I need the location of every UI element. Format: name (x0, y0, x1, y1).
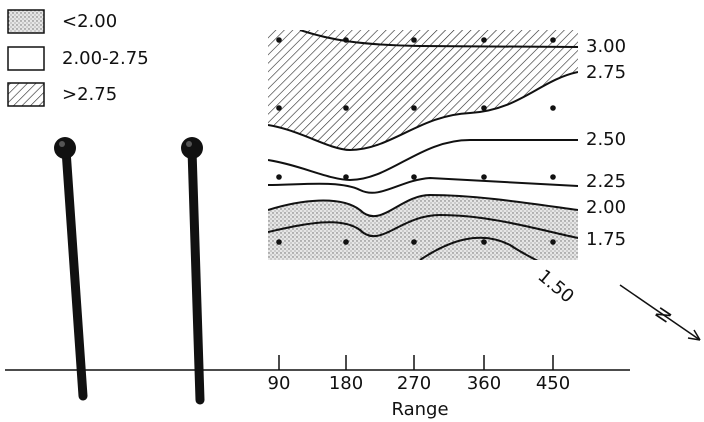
hatched-region (268, 30, 578, 150)
sample-point (481, 174, 487, 180)
sample-point (343, 174, 349, 180)
sample-point (276, 37, 282, 43)
sample-point (550, 239, 556, 245)
north-arrow: N (619, 284, 701, 341)
legend-label: 2.00-2.75 (62, 48, 149, 69)
sample-point (411, 174, 417, 180)
contour-line (268, 139, 578, 182)
contour-label: 2.50 (586, 129, 626, 150)
axis-label: Range (391, 399, 448, 420)
contour-label: 1.50 (534, 266, 578, 308)
sample-point (550, 105, 556, 111)
pin (54, 137, 88, 401)
contour-label: 1.75 (586, 229, 626, 250)
sample-point (550, 37, 556, 43)
tick-label: 450 (536, 373, 570, 394)
legend-swatch (7, 82, 45, 107)
sample-point (343, 105, 349, 111)
contour-line (419, 236, 539, 260)
contour-label: 2.25 (586, 171, 626, 192)
sample-point (550, 174, 556, 180)
compass-label: N (650, 303, 675, 326)
contour-line (268, 193, 578, 218)
sample-points (276, 37, 556, 245)
contour-line (268, 176, 578, 194)
legend-label: >2.75 (62, 84, 117, 105)
sample-point (481, 105, 487, 111)
sample-point (276, 105, 282, 111)
sample-point (481, 37, 487, 43)
contour-line (299, 30, 578, 48)
pin (181, 137, 205, 405)
sample-point (276, 239, 282, 245)
legend: <2.00 2.00-2.75 >2.75 (7, 9, 149, 107)
sample-point (276, 174, 282, 180)
contour-label: 3.00 (586, 36, 626, 57)
sample-point (411, 239, 417, 245)
sample-point (411, 105, 417, 111)
contour-line (268, 213, 578, 239)
tick-label: 90 (268, 373, 291, 394)
sample-point (411, 37, 417, 43)
tick-label: 180 (329, 373, 363, 394)
tick-label: 360 (467, 373, 501, 394)
sample-point (343, 239, 349, 245)
contour-line (268, 71, 578, 152)
axis-ticks: 90 180 270 360 450 (268, 355, 570, 394)
contour-panel (268, 30, 578, 260)
tick-label: 270 (397, 373, 431, 394)
legend-label: <2.00 (62, 11, 117, 32)
contour-label: 2.75 (586, 62, 626, 83)
contour-label: 2.00 (586, 197, 626, 218)
legend-swatch (7, 46, 45, 71)
sample-point (481, 239, 487, 245)
sample-point (343, 37, 349, 43)
legend-swatch (7, 9, 45, 34)
